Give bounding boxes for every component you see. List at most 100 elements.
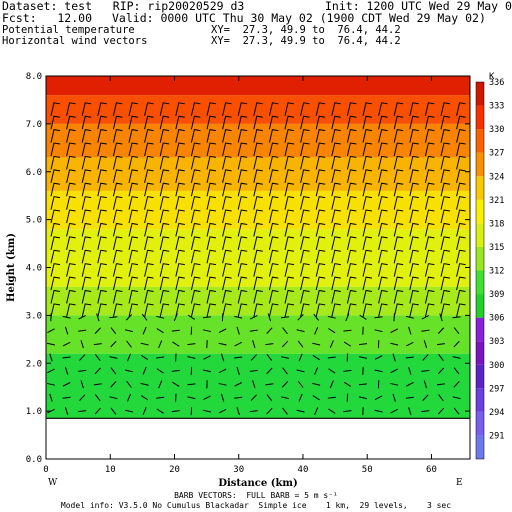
- wind-barb: [315, 276, 326, 291]
- wind-barb: [159, 263, 170, 277]
- wind-barb: [374, 395, 383, 400]
- wind-barb: [112, 236, 123, 250]
- wind-barb: [253, 182, 263, 197]
- wind-barb: [156, 315, 165, 319]
- wind-barb: [393, 249, 404, 264]
- wind-barb: [456, 115, 466, 130]
- wind-barb: [125, 314, 133, 321]
- wind-barb: [187, 343, 196, 346]
- wind-barb: [266, 354, 273, 361]
- wind-barb: [437, 367, 445, 375]
- model-info: Model info: V3.5.0 No Cumulus Blackadar …: [60, 501, 452, 510]
- wind-barb: [393, 263, 404, 277]
- wind-barb: [222, 263, 232, 277]
- wind-barb: [218, 408, 227, 414]
- wind-barb: [128, 196, 139, 210]
- wind-barb: [328, 408, 336, 414]
- theta-layer-0: [46, 353, 470, 419]
- wind-barb: [362, 169, 373, 183]
- wind-barb: [253, 289, 263, 304]
- wind-barb: [78, 410, 87, 413]
- wind-barb: [268, 169, 279, 183]
- wind-barb: [268, 236, 279, 250]
- wind-barb: [66, 169, 76, 183]
- wind-barb: [390, 328, 398, 333]
- x-tick-label: 30: [233, 465, 244, 475]
- wind-barb: [175, 115, 185, 130]
- wind-barb: [206, 115, 217, 130]
- wind-barb: [424, 182, 435, 197]
- wind-barb: [94, 407, 101, 415]
- wind-barb: [358, 356, 368, 359]
- wind-barb: [234, 382, 242, 387]
- wind-barb: [234, 396, 243, 399]
- wind-barb: [346, 276, 357, 291]
- wind-barb: [456, 289, 466, 304]
- wind-barb: [156, 356, 165, 359]
- wind-barb: [346, 182, 357, 197]
- wind-barb: [253, 155, 263, 170]
- wind-barb: [66, 276, 76, 291]
- wind-barb: [422, 354, 429, 361]
- wind-barb: [50, 263, 61, 277]
- wind-barb: [218, 382, 227, 386]
- wind-barb: [409, 102, 419, 116]
- wind-barb: [237, 249, 248, 264]
- wind-barb: [159, 276, 170, 291]
- wind-barb: [300, 236, 310, 250]
- wind-barb: [236, 326, 240, 335]
- wind-barb: [362, 289, 373, 304]
- wind-barb: [144, 169, 154, 183]
- wind-barb: [94, 354, 101, 361]
- wind-barb: [250, 394, 257, 401]
- wind-barb: [424, 276, 435, 291]
- wind-barb: [440, 276, 451, 291]
- wind-barb: [346, 222, 357, 237]
- wind-barb: [453, 407, 460, 415]
- wind-barb: [362, 129, 373, 143]
- wind-barb: [66, 155, 76, 170]
- wind-barb: [187, 314, 196, 320]
- wind-barb: [50, 209, 61, 224]
- wind-barb: [237, 129, 248, 143]
- wind-barb: [440, 289, 451, 304]
- wind-barb: [409, 169, 419, 183]
- wind-barb: [345, 313, 350, 322]
- wind-barb: [124, 369, 134, 373]
- colorbar-label: 327: [489, 149, 504, 159]
- wind-barb: [142, 407, 147, 416]
- wind-barb: [50, 102, 61, 116]
- wind-barb: [300, 289, 310, 304]
- wind-barb: [79, 394, 86, 401]
- wind-barb: [97, 182, 107, 197]
- y-tick-label: 3.0: [26, 311, 42, 321]
- wind-barb: [405, 356, 414, 359]
- wind-barb: [46, 382, 56, 386]
- wind-barb: [171, 369, 180, 372]
- wind-barb: [393, 155, 404, 170]
- wind-barb: [172, 381, 180, 387]
- wind-barb: [222, 155, 232, 170]
- wind-barb: [46, 342, 56, 346]
- wind-barb: [315, 209, 326, 224]
- wind-barb: [62, 382, 71, 387]
- wind-barb: [362, 102, 373, 116]
- wind-barb: [440, 102, 451, 116]
- wind-barb: [284, 249, 295, 264]
- wind-barb: [175, 209, 185, 224]
- wind-barb: [159, 209, 170, 224]
- wind-barb: [128, 129, 139, 143]
- wind-barb: [421, 329, 430, 332]
- wind-barb: [237, 222, 248, 237]
- colorbar-swatch: [476, 129, 484, 153]
- wind-barb: [378, 102, 388, 116]
- wind-barb: [81, 142, 92, 157]
- wind-barb: [266, 327, 273, 334]
- wind-barb: [331, 155, 341, 170]
- wind-barb: [268, 102, 279, 116]
- wind-barb: [362, 236, 373, 250]
- wind-barb: [424, 115, 435, 130]
- wind-barb: [128, 209, 139, 224]
- wind-barb: [327, 315, 336, 319]
- wind-barb: [110, 340, 117, 348]
